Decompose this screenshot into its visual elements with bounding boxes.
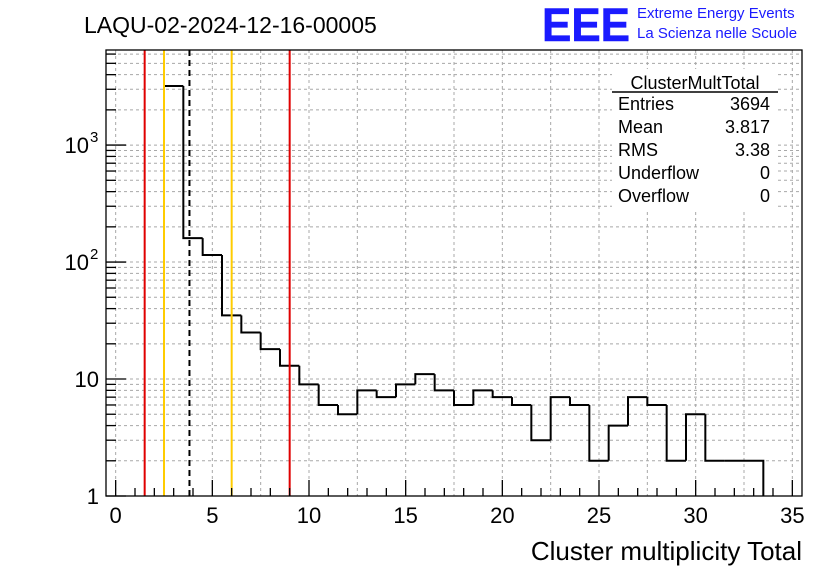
x-tick-label: 30 — [683, 503, 707, 528]
x-tick-label: 0 — [110, 503, 122, 528]
stats-value-mean: 3.817 — [725, 117, 770, 137]
stats-value-underflow: 0 — [760, 163, 770, 183]
histogram-bin — [298, 365, 319, 386]
histogram-bin — [472, 389, 493, 405]
stats-value-overflow: 0 — [760, 186, 770, 206]
stats-label-underflow: Underflow — [618, 163, 700, 183]
histogram-bin — [588, 404, 609, 462]
histogram-bin — [317, 384, 338, 406]
y-tick-exponent: 3 — [90, 129, 98, 146]
histogram-bin — [453, 390, 474, 406]
histogram-bin — [511, 397, 532, 406]
x-tick-label: 5 — [206, 503, 218, 528]
histogram-bin — [704, 414, 725, 462]
y-tick-label: 10 — [65, 250, 89, 275]
histogram-bin — [665, 404, 686, 462]
stats-value-entries: 3694 — [730, 94, 770, 114]
logo-line-1: Extreme Energy Events — [637, 5, 795, 22]
x-tick-label: 15 — [393, 503, 417, 528]
histogram-bin — [375, 390, 396, 399]
y-tick-label: 1 — [87, 484, 99, 509]
histogram-bin — [182, 85, 203, 240]
stats-label-rms: RMS — [618, 140, 658, 160]
histogram-bin — [259, 332, 280, 351]
histogram-bin — [549, 396, 570, 441]
histogram-bin — [240, 315, 261, 334]
y-tick-label: 10 — [75, 367, 99, 392]
histogram-bin — [646, 397, 667, 406]
x-tick-label: 10 — [297, 503, 321, 528]
histogram-bin — [201, 238, 222, 256]
histogram-bin — [685, 413, 706, 461]
stats-box-title: ClusterMultTotal — [630, 73, 759, 93]
x-tick-label: 35 — [780, 503, 804, 528]
histogram-bin — [569, 397, 590, 406]
stats-box: ClusterMultTotal Entries 3694 Mean 3.817… — [612, 69, 778, 209]
eee-logo-mark: EEE — [542, 0, 630, 51]
y-tick-label: 10 — [65, 133, 89, 158]
histogram-bin — [607, 424, 628, 461]
histogram-bin — [337, 404, 358, 416]
x-tick-label: 20 — [490, 503, 514, 528]
histogram-bin — [163, 84, 184, 496]
histogram-bin — [356, 389, 377, 415]
run-title: LAQU-02-2024-12-16-00005 — [84, 12, 377, 38]
stats-label-overflow: Overflow — [618, 186, 690, 206]
histogram-layer — [163, 84, 765, 496]
histogram-bin — [395, 383, 416, 398]
histogram-bin — [627, 396, 648, 426]
histogram-bin — [221, 254, 242, 317]
x-axis-label: Cluster multiplicity Total — [531, 536, 802, 566]
logo-line-2: La Scienza nelle Scuole — [637, 25, 797, 42]
marker-lines-layer — [143, 50, 291, 496]
stats-value-rms: 3.38 — [735, 140, 770, 160]
histogram-bin — [744, 459, 765, 496]
histogram-bin — [414, 373, 435, 385]
histogram-bin — [279, 349, 300, 367]
histogram-bin — [530, 404, 551, 442]
stats-label-entries: Entries — [618, 94, 674, 114]
y-tick-exponent: 2 — [90, 246, 98, 263]
stats-label-mean: Mean — [618, 117, 663, 137]
x-tick-label: 25 — [587, 503, 611, 528]
histogram-bin — [491, 390, 512, 399]
histogram-bin — [433, 374, 454, 392]
